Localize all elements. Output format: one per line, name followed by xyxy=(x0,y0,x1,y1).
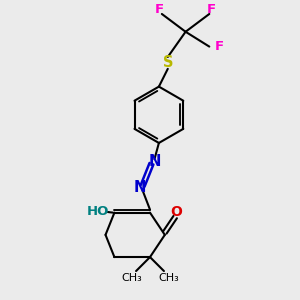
Text: S: S xyxy=(163,56,173,70)
Text: N: N xyxy=(148,154,160,169)
Text: F: F xyxy=(207,3,216,16)
Text: CH₃: CH₃ xyxy=(158,273,179,283)
Text: O: O xyxy=(171,205,183,219)
Text: F: F xyxy=(155,3,164,16)
Text: F: F xyxy=(215,40,224,53)
Text: N: N xyxy=(134,180,146,195)
Text: CH₃: CH₃ xyxy=(121,273,142,283)
Text: HO: HO xyxy=(87,205,109,218)
